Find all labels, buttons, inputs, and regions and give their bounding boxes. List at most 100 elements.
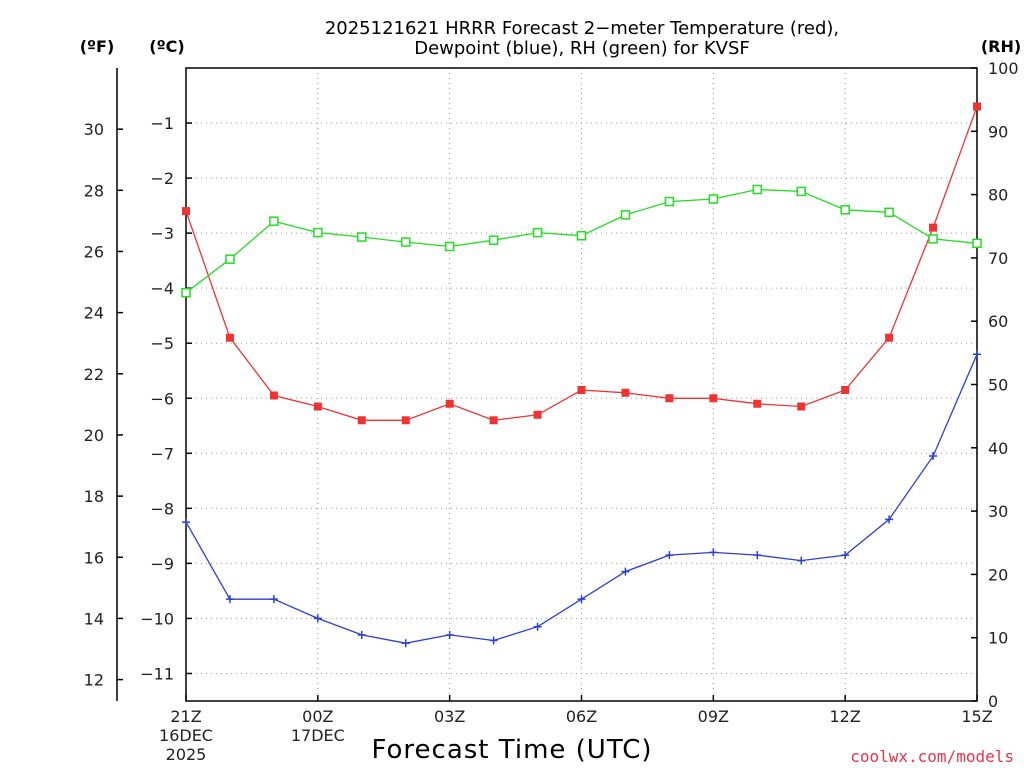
rh-point xyxy=(576,230,587,241)
fahrenheit-tick-label: 12 xyxy=(84,671,104,690)
celsius-tick-label: −4 xyxy=(150,279,174,298)
x-year-label: 2025 xyxy=(166,745,207,764)
temperature-point xyxy=(445,399,454,408)
dewpoint-point xyxy=(885,515,894,524)
celsius-tick-label: −7 xyxy=(150,444,174,463)
dewpoint-point xyxy=(665,551,674,560)
temperature-point xyxy=(929,223,938,232)
rh-point xyxy=(708,194,719,204)
temperature-point xyxy=(533,410,542,419)
dewpoint-point xyxy=(621,567,630,576)
celsius-tick-label: −1 xyxy=(150,114,174,133)
axis-ticks: −11 −10 −9 −8 −7 −6 −5 −4 −3 −2 −1 12 14 16 18 20 22 24 26… xyxy=(84,59,1019,764)
dewpoint-point xyxy=(489,636,498,645)
temperature-point xyxy=(357,416,366,425)
rh-tick-label: 10 xyxy=(988,629,1008,648)
chart-title: 2025121621 HRRR Forecast 2−meter Tempera… xyxy=(325,18,839,39)
fahrenheit-tick-label: 30 xyxy=(84,120,104,139)
rh-point xyxy=(313,227,323,238)
dewpoint-point xyxy=(929,452,938,461)
temperature-point xyxy=(182,207,190,216)
temperature-point xyxy=(225,333,234,342)
rh-point xyxy=(488,235,499,245)
temperature-point xyxy=(401,416,410,425)
temperature-point xyxy=(709,394,718,403)
rh-point xyxy=(620,210,631,220)
fahrenheit-unit-label: (ºF) xyxy=(80,37,115,56)
fahrenheit-tick-label: 22 xyxy=(84,365,104,384)
rh-point xyxy=(225,254,235,264)
dewpoint-point xyxy=(577,595,586,604)
dewpoint-point xyxy=(533,622,542,631)
temperature-point xyxy=(753,399,762,408)
dewpoint-point xyxy=(709,548,718,557)
rh-point xyxy=(444,241,455,252)
x-tick-label: 12Z xyxy=(830,707,861,726)
celsius-tick-label: −5 xyxy=(150,334,174,353)
dewpoint-point xyxy=(445,630,454,639)
rh-point xyxy=(752,184,763,195)
celsius-tick-label: −2 xyxy=(150,169,174,188)
rh-tick-label: 20 xyxy=(988,565,1008,584)
x-axis-label: Forecast Time (UTC) xyxy=(371,735,652,765)
rh-tick-label: 0 xyxy=(988,692,998,711)
temperature-point xyxy=(665,394,674,403)
x-tick-label: 15Z xyxy=(961,707,992,726)
temperature-point xyxy=(885,333,894,342)
rh-point xyxy=(532,227,543,238)
rh-point xyxy=(400,237,411,247)
rh-point xyxy=(972,238,982,249)
dewpoint-point xyxy=(797,556,806,565)
temperature-point xyxy=(489,416,498,425)
temperature-point xyxy=(797,402,806,411)
dewpoint-point xyxy=(753,551,762,560)
celsius-tick-label: −10 xyxy=(140,609,174,628)
rh-tick-label: 80 xyxy=(988,186,1008,205)
fahrenheit-tick-label: 16 xyxy=(84,548,104,567)
temperature-point xyxy=(841,386,850,395)
dewpoint-point xyxy=(357,630,366,639)
rh-point xyxy=(840,205,850,215)
rh-point xyxy=(269,216,279,226)
x-tick-label: 00Z xyxy=(302,707,333,726)
temperature-point xyxy=(269,391,278,400)
chart-title-line2: Dewpoint (blue), RH (green) for KVSF xyxy=(414,38,750,59)
rh-line xyxy=(185,188,978,294)
celsius-tick-label: −8 xyxy=(150,499,174,518)
fahrenheit-tick-label: 24 xyxy=(84,304,104,323)
dewpoint-point xyxy=(313,614,322,623)
celsius-tick-label: −3 xyxy=(150,224,174,243)
dewpoint-point xyxy=(841,551,850,560)
rh-tick-label: 70 xyxy=(988,249,1008,268)
rh-point xyxy=(664,196,675,207)
celsius-tick-label: −6 xyxy=(150,389,174,408)
fahrenheit-tick-label: 26 xyxy=(84,242,104,261)
fahrenheit-tick-label: 28 xyxy=(84,181,104,200)
temperature-point xyxy=(621,388,630,397)
rh-tick-label: 40 xyxy=(988,439,1008,458)
celsius-tick-label: −11 xyxy=(140,664,174,683)
x-date-label: 17DEC xyxy=(291,726,345,745)
rh-tick-label: 30 xyxy=(988,502,1008,521)
x-tick-label: 06Z xyxy=(566,707,597,726)
rh-point xyxy=(928,234,938,244)
rh-point xyxy=(796,186,806,197)
grid xyxy=(186,68,977,701)
rh-point xyxy=(181,287,191,298)
celsius-tick-label: −9 xyxy=(150,554,174,573)
rh-tick-label: 90 xyxy=(988,122,1008,141)
temperature-point xyxy=(973,102,981,111)
x-date-label: 16DEC xyxy=(159,726,213,745)
temperature-point xyxy=(313,402,322,411)
celsius-unit-label: (ºC) xyxy=(149,37,184,56)
fahrenheit-tick-label: 14 xyxy=(84,609,104,628)
fahrenheit-tick-label: 20 xyxy=(84,426,104,445)
dewpoint-point xyxy=(973,350,981,359)
dewpoint-point xyxy=(225,595,234,604)
plot-frame xyxy=(185,67,978,702)
rh-tick-label: 50 xyxy=(988,376,1008,395)
credit-text: coolwx.com/models xyxy=(850,747,1014,766)
rh-tick-label: 100 xyxy=(988,59,1019,78)
dewpoint-point xyxy=(182,518,190,527)
